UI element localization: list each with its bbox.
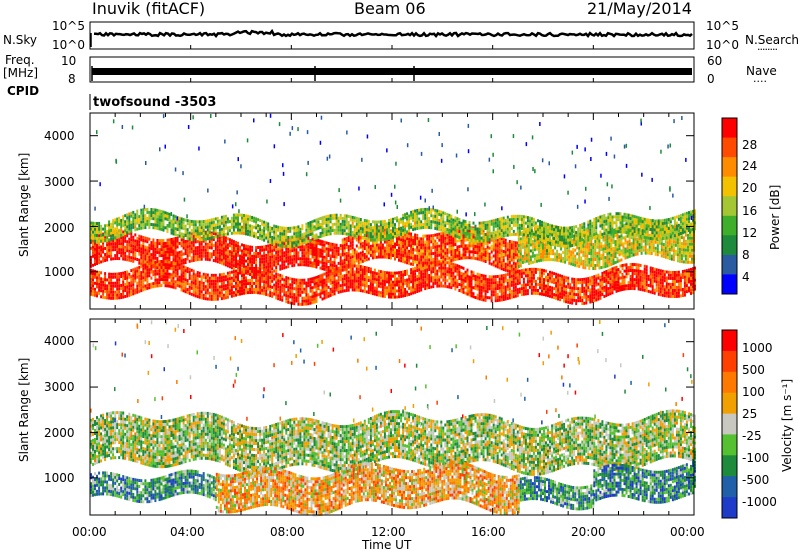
freq-left-tick-top: 10: [61, 54, 77, 68]
colorbar-segment: [722, 196, 737, 217]
time-label-3: 12:00: [371, 525, 406, 539]
colorbar-segment: [722, 392, 737, 415]
cpid-label: CPID: [7, 84, 40, 98]
nave-label: Nave: [746, 64, 777, 78]
time-axis-label: Time UT: [362, 538, 412, 552]
colorbar-segment: [722, 476, 737, 498]
colorbar-segment: [722, 157, 737, 178]
vel-ytick-4000: 4000: [44, 334, 75, 348]
vel-ylabel: Slant Range [km]: [17, 357, 31, 462]
power-panel: [89, 112, 696, 310]
noise-right-tick-top: 10^5: [706, 19, 739, 33]
colorbar-frame: [721, 117, 738, 295]
cpid-value: twofsound -3503: [93, 95, 217, 110]
station-title: Inuvik (fitACF): [92, 0, 206, 18]
velocity-panel: [89, 318, 696, 517]
velocity-colorbar: [721, 329, 738, 519]
colorbar-segment: [722, 137, 737, 158]
vel-cbar-tick-500: 500: [742, 363, 765, 377]
noise-sky-label: N.Sky: [3, 33, 38, 47]
noise-right-tick-bottom: 10^0: [706, 38, 739, 52]
power-ytick-4000: 4000: [44, 129, 75, 143]
power-ytick-3000: 3000: [44, 175, 75, 189]
beam-title: Beam 06: [354, 0, 426, 18]
noise-search-label: N.Search: [745, 33, 800, 47]
time-label-0: 00:00: [72, 525, 107, 539]
power-ytick-1000: 1000: [44, 265, 75, 279]
nave-marker: ....: [753, 72, 767, 85]
time-label-6: 00:00: [670, 525, 705, 539]
vel-ytick-2000: 2000: [44, 426, 75, 440]
vel-cbar-label: Velocity [m s⁻¹]: [780, 378, 794, 472]
power-cbar-tick-28: 28: [742, 138, 758, 152]
vel-ytick-3000: 3000: [44, 380, 75, 394]
time-label-1: 04:00: [170, 525, 205, 539]
time-label-2: 08:00: [270, 525, 305, 539]
colorbar-segment: [722, 118, 737, 139]
power-cbar-tick-20: 20: [742, 181, 758, 195]
date-title: 21/May/2014: [587, 0, 692, 18]
power-cbar-tick-12: 12: [742, 226, 758, 240]
noise-panel: [89, 21, 695, 50]
time-axis: [89, 45, 695, 110]
colorbar-segment: [722, 254, 737, 275]
freq-label: Freq.: [5, 53, 35, 67]
vel-cbar-tick-minus500: -500: [742, 473, 770, 487]
power-cbar-tick-8: 8: [742, 248, 750, 262]
vel-cbar-tick-minus25: -25: [742, 429, 762, 443]
nave-right-tick-bottom: 0: [707, 72, 715, 86]
colorbar-segment: [722, 215, 737, 236]
freq-trace: [92, 68, 692, 75]
noise-search-marker: ........: [757, 40, 778, 53]
power-cbar-tick-4: 4: [742, 270, 750, 284]
vel-cbar-tick-100: 100: [742, 385, 765, 399]
colorbar-segment: [722, 274, 737, 295]
colorbar-segment: [722, 497, 737, 519]
vel-cbar-tick-25: 25: [742, 407, 758, 421]
colorbar-segment: [722, 350, 737, 373]
colorbar-segment: [722, 413, 737, 435]
time-label-5: 20:00: [571, 525, 606, 539]
power-ytick-2000: 2000: [44, 221, 75, 235]
freq-left-tick-bottom: 8: [68, 72, 76, 86]
power-colorbar: [721, 117, 738, 295]
noise-sky-trace: [93, 28, 693, 39]
power-cbar-label: Power [dB]: [768, 184, 782, 250]
noise-left-tick-bottom: 10^0: [52, 38, 85, 52]
time-label-4: 16:00: [471, 525, 506, 539]
power-ylabel: Slant Range [km]: [17, 152, 31, 257]
colorbar-segment: [722, 455, 737, 477]
colorbar-segment: [722, 330, 737, 352]
vel-ytick-1000: 1000: [44, 471, 75, 485]
colorbar-segment: [722, 235, 737, 256]
colorbar-segment: [722, 176, 737, 197]
vel-cbar-tick-minus100: -100: [742, 451, 770, 465]
nave-right-tick-top: 60: [707, 54, 723, 68]
colorbar-segment: [722, 371, 737, 394]
freq-unit-label: [MHz]: [3, 66, 39, 80]
noise-left-tick-top: 10^5: [52, 19, 85, 33]
vel-cbar-tick-minus1000: -1000: [742, 495, 777, 509]
colorbar-segment: [722, 434, 737, 456]
vel-cbar-tick-1000: 1000: [742, 341, 773, 355]
power-cbar-tick-24: 24: [742, 159, 758, 173]
colorbar-frame: [721, 329, 738, 519]
power-cbar-tick-16: 16: [742, 204, 758, 218]
